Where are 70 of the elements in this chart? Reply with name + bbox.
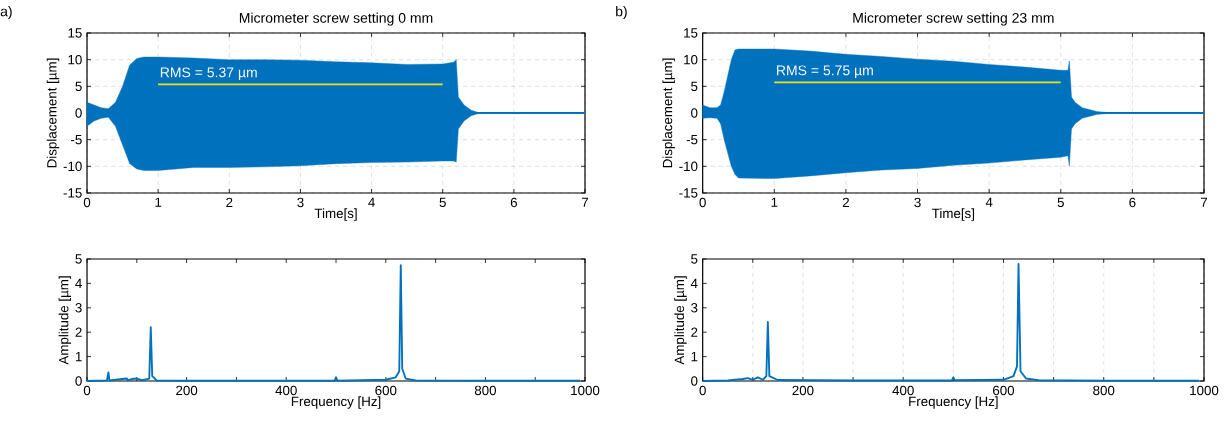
- y-tick-label: 0: [75, 108, 82, 118]
- y-axis-title: Amplitude [µm]: [674, 276, 687, 365]
- x-tick-label: 4: [985, 197, 993, 207]
- x-tick-label: 7: [1200, 197, 1208, 207]
- x-axis-title: Frequency [Hz]: [291, 396, 381, 409]
- y-tick-label: 5: [75, 254, 82, 264]
- y-tick-label: -15: [679, 188, 698, 198]
- y-tick-label: 5: [691, 254, 698, 264]
- x-tick-label: 0: [699, 197, 706, 208]
- y-tick-label: -10: [679, 161, 698, 172]
- chart-title: Micrometer screw setting 0 mm: [239, 12, 433, 26]
- y-tick-label: -10: [63, 161, 82, 172]
- x-tick-label: 3: [914, 197, 921, 208]
- text: b): [616, 6, 627, 20]
- y-tick-label: 15: [68, 28, 82, 38]
- x-tick-label: 600: [375, 385, 397, 396]
- y-axis-title: Displacement [µm]: [46, 58, 60, 168]
- x-axis-title: Frequency [Hz]: [909, 396, 998, 409]
- y-tick-label: 0: [691, 108, 698, 118]
- y-axis-title: Amplitude [µm]: [58, 276, 72, 365]
- y-tick-label: 2: [75, 327, 82, 337]
- y-tick-label: 5: [691, 81, 698, 91]
- x-tick-label: 0: [83, 385, 91, 396]
- y-axis-title: Displacement [µm]: [662, 58, 675, 168]
- y-tick-label: 10: [684, 54, 698, 65]
- x-tick-label: 4: [368, 197, 375, 207]
- chart-title: Micrometer screw setting 23 mm: [853, 12, 1054, 26]
- annotation: RMS = 5.37 µm: [160, 67, 257, 81]
- x-tick-label: 6: [1129, 197, 1136, 208]
- y-tick-label: 3: [75, 303, 82, 313]
- x-tick-label: 1: [155, 197, 162, 207]
- x-tick-label: 600: [993, 385, 1015, 396]
- x-tick-label: 0: [83, 197, 91, 208]
- x-tick-label: 400: [275, 385, 297, 396]
- x-tick-label: 2: [226, 197, 233, 208]
- x-tick-label: 400: [892, 385, 914, 396]
- x-tick-label: 200: [792, 385, 814, 396]
- x-tick-label: 5: [1057, 197, 1064, 207]
- y-tick-label: 1: [75, 351, 82, 362]
- x-tick-label: 1: [771, 197, 778, 207]
- y-tick-label: 4: [75, 278, 82, 288]
- x-tick-label: 5: [439, 197, 446, 207]
- annotation: RMS = 5.75 µm: [777, 65, 873, 79]
- x-tick-label: 7: [581, 197, 589, 207]
- x-tick-label: 3: [297, 197, 304, 208]
- y-tick-label: 3: [691, 303, 698, 313]
- line-series: [86, 264, 581, 382]
- y-tick-label: -5: [686, 135, 698, 145]
- y-tick-label: 2: [691, 327, 698, 337]
- line-series: [701, 262, 1200, 382]
- x-tick-label: 6: [510, 197, 517, 208]
- x-tick-label: 800: [474, 385, 497, 396]
- y-tick-label: 0: [691, 376, 698, 386]
- y-tick-label: 5: [75, 81, 82, 91]
- y-tick-label: -5: [71, 135, 82, 145]
- y-tick-label: 1: [691, 351, 698, 362]
- y-tick-label: 0: [75, 376, 82, 386]
- x-axis-title: Time[s]: [932, 208, 974, 221]
- x-axis-title: Time[s]: [314, 208, 357, 221]
- x-tick-label: 2: [842, 197, 849, 208]
- y-tick-label: 15: [684, 28, 698, 38]
- x-tick-label: 200: [176, 385, 198, 396]
- x-tick-label: 1000: [571, 385, 600, 396]
- y-tick-label: -15: [63, 188, 82, 198]
- x-tick-label: 800: [1093, 385, 1115, 396]
- y-tick-label: 10: [68, 54, 82, 65]
- x-tick-label: 1000: [1190, 385, 1219, 396]
- x-tick-label: 0: [699, 385, 706, 396]
- y-tick-label: 4: [690, 278, 698, 288]
- text: a): [0, 6, 12, 20]
